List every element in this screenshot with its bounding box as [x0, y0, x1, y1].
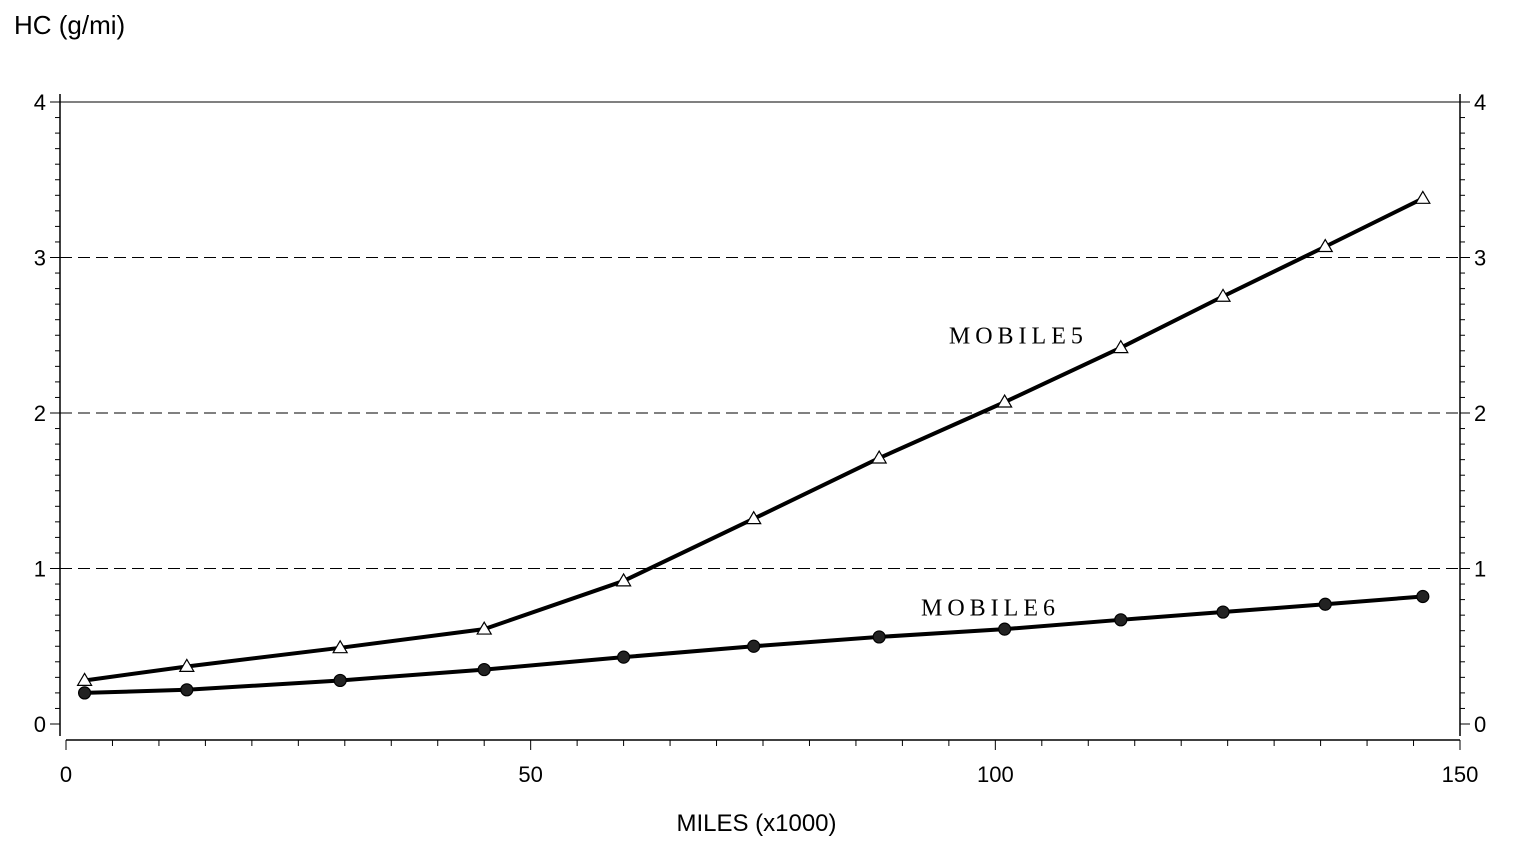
data-point-mobile5	[615, 572, 632, 587]
data-point-mobile6	[998, 622, 1012, 636]
data-point-mobile5	[1317, 238, 1334, 253]
data-point-mobile6	[180, 683, 194, 697]
data-point-mobile5	[745, 510, 762, 525]
grid-lines	[60, 101, 1460, 569]
data-point-mobile5	[1414, 190, 1431, 204]
y-tick-label-right: 0	[1474, 712, 1486, 737]
x-axis-title: MILES (x1000)	[676, 810, 837, 837]
data-point-mobile6	[1416, 589, 1430, 604]
x-tick-label: 100	[977, 762, 1014, 787]
y-tick-label-right: 2	[1474, 401, 1486, 426]
data-point-mobile6	[1318, 597, 1332, 611]
x-tick-label: 0	[60, 762, 72, 787]
y-tick-label-left: 0	[34, 712, 46, 737]
data-point-mobile5	[1112, 339, 1129, 354]
y-tick-label-left: 4	[34, 90, 46, 115]
data-point-mobile6	[1216, 605, 1230, 619]
data-point-mobile6	[616, 650, 631, 664]
y-tick-label-right: 3	[1474, 246, 1486, 271]
y-tick-label-left: 1	[34, 557, 46, 582]
data-point-mobile6	[1114, 613, 1128, 627]
data-point-mobile5	[871, 449, 888, 464]
y-tick-label-right: 1	[1474, 557, 1486, 582]
series-label-mobile5: MOBILE5	[949, 323, 1088, 349]
series-line-mobile6	[84, 594, 1423, 695]
series-labels: MOBILE5 MOBILE6	[921, 323, 1088, 621]
data-point-mobile6	[747, 639, 761, 653]
series-group	[76, 190, 1431, 700]
data-point-mobile6	[872, 630, 886, 644]
y-tick-label-left: 3	[34, 246, 46, 271]
data-point-mobile5	[332, 639, 349, 654]
data-point-mobile5	[1214, 288, 1232, 302]
data-point-mobile5	[996, 393, 1013, 408]
y-tick-label-right: 4	[1474, 90, 1486, 115]
data-point-mobile6	[333, 673, 347, 688]
y-tick-label-left: 2	[34, 401, 46, 426]
data-point-mobile5	[476, 620, 493, 635]
x-tick-label: 50	[518, 762, 542, 787]
data-point-mobile5	[178, 658, 195, 672]
x-tick-label: 150	[1442, 762, 1479, 787]
series-line-mobile5	[84, 196, 1424, 683]
data-point-mobile5	[76, 672, 93, 686]
y-axis-title: HC (g/mi)	[14, 10, 126, 40]
data-point-mobile6	[477, 662, 491, 677]
axes: 0 01 12 23 34 40 50 100 150	[34, 90, 1487, 787]
data-point-mobile6	[77, 686, 92, 700]
series-label-mobile6: MOBILE6	[921, 595, 1060, 621]
